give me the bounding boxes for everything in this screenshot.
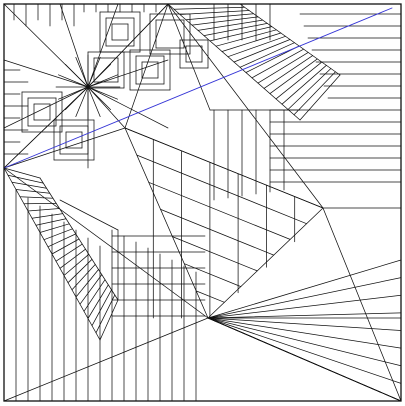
flap-hatch (173, 6, 245, 10)
star-ray-short (87, 86, 118, 100)
fan-crease (207, 317, 402, 367)
flap-edge (59, 199, 119, 231)
star-ray-short (65, 64, 89, 88)
star-ray (87, 3, 119, 88)
radial-crease (3, 127, 126, 169)
star-ray (87, 86, 169, 129)
radial-crease (124, 127, 209, 319)
flap-edge (39, 177, 119, 301)
radial-crease (167, 3, 324, 209)
flap-hatch (75, 269, 99, 298)
star-ray-short (87, 74, 118, 88)
flap-hatch (215, 29, 277, 47)
fan-crease (207, 317, 402, 331)
star-ray (87, 86, 126, 129)
star-ray-short (87, 86, 111, 110)
flap-hatch (281, 64, 327, 105)
flap-hatch (59, 248, 86, 269)
flap-hatch (263, 55, 314, 89)
fan-crease (207, 277, 402, 319)
flap-hatch (39, 223, 70, 233)
flap-hatch (275, 61, 323, 100)
flap-edge (3, 167, 101, 341)
flap-hatch (203, 23, 268, 36)
flap-hatch (7, 174, 44, 184)
flap-hatch (19, 196, 54, 199)
flap-hatch (251, 48, 304, 79)
flap-hatch (179, 10, 250, 15)
flap-hatch (293, 71, 336, 116)
band-crease (160, 209, 275, 256)
radial-crease (3, 317, 209, 402)
star-ray-short (87, 57, 101, 88)
band-crease (136, 154, 307, 225)
fan-crease (207, 312, 402, 319)
flap-hatch (35, 218, 67, 226)
star-ray-short (58, 86, 89, 100)
fan-crease (207, 294, 402, 319)
flap-hatch (91, 289, 112, 327)
radial-crease (124, 3, 169, 129)
radial-crease (207, 207, 324, 319)
flap-hatch (79, 274, 103, 305)
flap-hatch (43, 228, 73, 241)
band-crease (183, 263, 242, 287)
radial-crease (207, 259, 402, 319)
flap-edge (3, 167, 41, 179)
fan-crease (207, 317, 402, 402)
paper-border (3, 3, 402, 402)
flap-hatch (227, 35, 286, 58)
flap-hatch (87, 284, 109, 319)
star-ray-short (65, 86, 89, 110)
flap-hatch (197, 19, 264, 31)
flap-edge (299, 74, 341, 121)
flap-hatch (11, 181, 47, 189)
flap-hatch (221, 32, 282, 52)
flap-edge (167, 3, 211, 111)
flap-hatch (209, 26, 273, 42)
star-ray-short (58, 74, 89, 88)
star-ray-short (75, 86, 89, 117)
flap-hatch (67, 258, 93, 284)
star-ray-short (87, 64, 111, 88)
flap-hatch (191, 16, 259, 26)
flap-hatch (27, 208, 60, 212)
guide-line (3, 7, 393, 169)
flap-hatch (63, 253, 90, 276)
flap-edge (99, 299, 119, 341)
flap-hatch (233, 39, 291, 63)
flap-hatch (269, 58, 318, 94)
star-ray (3, 86, 89, 129)
radial-crease (124, 127, 324, 209)
flap-hatch (31, 213, 64, 219)
star-ray (3, 59, 89, 88)
fan-crease (207, 317, 402, 384)
flap-hatch (83, 279, 106, 312)
star-ray-short (87, 86, 101, 117)
flap-hatch (257, 52, 309, 84)
star-ray-short (75, 57, 89, 88)
flap-edge (239, 3, 341, 76)
flap-hatch (47, 233, 77, 248)
radial-crease (3, 167, 209, 319)
flap-hatch (95, 294, 116, 334)
star-ray (87, 59, 169, 88)
flap-hatch (15, 189, 51, 194)
flap-hatch (71, 264, 96, 291)
fan-crease (207, 317, 402, 349)
band-crease (172, 236, 258, 272)
crease-layer (3, 3, 402, 402)
flap-hatch (287, 68, 332, 110)
flap-hatch (55, 243, 83, 262)
guide-layer (3, 7, 393, 169)
star-ray (59, 3, 89, 88)
flap-hatch (239, 42, 295, 68)
flap-hatch (51, 238, 80, 255)
radial-crease (322, 207, 402, 402)
